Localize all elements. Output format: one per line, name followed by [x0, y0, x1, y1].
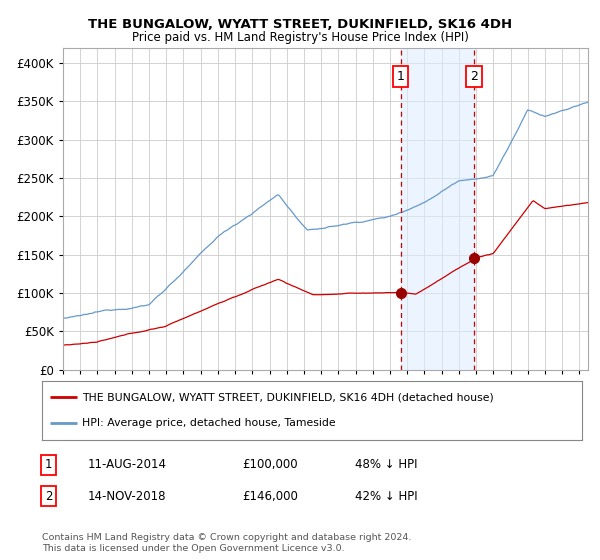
- Text: 1: 1: [397, 70, 404, 83]
- Text: 14-NOV-2018: 14-NOV-2018: [88, 489, 166, 502]
- Bar: [401, 48, 474, 370]
- Text: 2: 2: [45, 489, 52, 502]
- Text: Price paid vs. HM Land Registry's House Price Index (HPI): Price paid vs. HM Land Registry's House …: [131, 31, 469, 44]
- Text: 2: 2: [470, 70, 478, 83]
- Text: £146,000: £146,000: [242, 489, 298, 502]
- Text: THE BUNGALOW, WYATT STREET, DUKINFIELD, SK16 4DH (detached house): THE BUNGALOW, WYATT STREET, DUKINFIELD, …: [83, 392, 494, 402]
- Text: 42% ↓ HPI: 42% ↓ HPI: [355, 489, 418, 502]
- Text: £100,000: £100,000: [242, 458, 298, 471]
- Text: 48% ↓ HPI: 48% ↓ HPI: [355, 458, 418, 471]
- Text: 1: 1: [45, 458, 52, 471]
- Text: THE BUNGALOW, WYATT STREET, DUKINFIELD, SK16 4DH: THE BUNGALOW, WYATT STREET, DUKINFIELD, …: [88, 18, 512, 31]
- Text: Contains HM Land Registry data © Crown copyright and database right 2024.
This d: Contains HM Land Registry data © Crown c…: [42, 533, 412, 553]
- Text: HPI: Average price, detached house, Tameside: HPI: Average price, detached house, Tame…: [83, 418, 336, 428]
- Text: 11-AUG-2014: 11-AUG-2014: [88, 458, 167, 471]
